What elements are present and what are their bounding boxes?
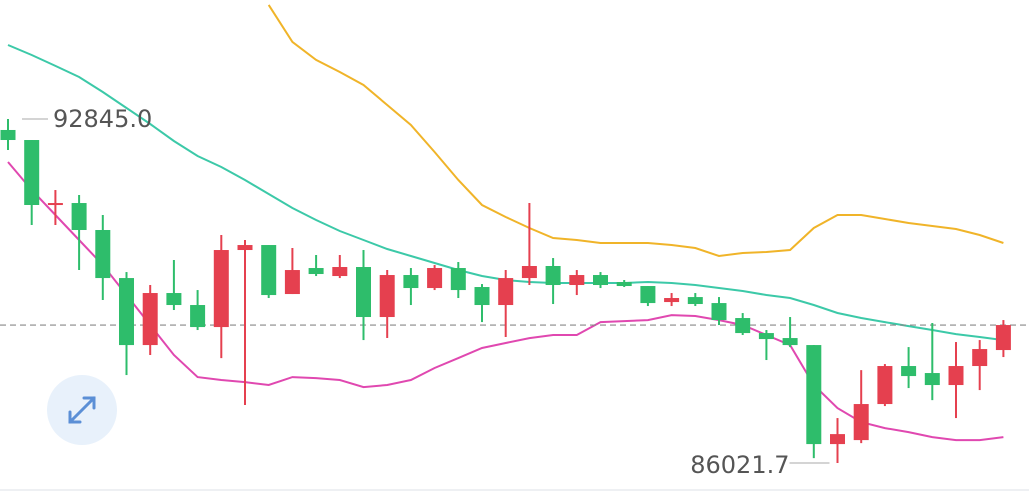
candle-body xyxy=(830,434,845,445)
candle-body xyxy=(498,278,514,306)
candle-body xyxy=(664,298,680,303)
candle-body xyxy=(356,267,371,318)
candle-body xyxy=(261,245,277,296)
annotation-label: 92845.0 xyxy=(53,105,152,133)
candle-body xyxy=(735,318,751,334)
zoom-icon[interactable] xyxy=(68,396,96,424)
candle-body xyxy=(47,203,63,206)
candle-body xyxy=(972,349,988,367)
candle-body xyxy=(190,305,206,328)
candle-body xyxy=(119,278,134,346)
candle-body xyxy=(924,373,940,386)
indicator-line xyxy=(267,4,1004,258)
candle-body xyxy=(474,287,490,306)
candle-body xyxy=(71,203,87,231)
candle-body xyxy=(284,270,300,295)
annotation-label: 86021.7 xyxy=(690,451,789,479)
candle-body xyxy=(640,286,656,304)
candle-body xyxy=(901,366,917,377)
candle-body xyxy=(403,275,419,289)
candle-body xyxy=(995,325,1011,351)
candle-body xyxy=(758,333,774,340)
candle-body xyxy=(142,293,158,346)
candle-body xyxy=(948,366,964,386)
candle-body xyxy=(877,366,893,405)
candle-body xyxy=(237,245,253,251)
candle-body xyxy=(853,404,869,441)
indicator-line xyxy=(7,161,1004,442)
candle-body xyxy=(0,129,16,141)
candle-body xyxy=(166,293,182,306)
candle-body xyxy=(569,275,585,286)
candle-body xyxy=(521,266,537,279)
candle-body xyxy=(711,303,727,321)
candle-body xyxy=(806,345,822,445)
candle-body xyxy=(687,297,703,305)
candle-body xyxy=(427,268,443,289)
candle-body xyxy=(450,268,466,291)
zoom-button[interactable] xyxy=(47,375,117,445)
candle-body xyxy=(332,267,348,277)
candle-body xyxy=(545,266,561,286)
candle-body xyxy=(213,250,229,328)
candle-body xyxy=(379,275,395,318)
plot: 92845.0 86021.7 xyxy=(0,4,1029,479)
candle-body xyxy=(593,275,608,286)
candle-body xyxy=(95,230,111,279)
candle-body xyxy=(308,268,324,275)
candle-body xyxy=(616,282,632,287)
candle-body xyxy=(24,140,40,205)
candle-body xyxy=(782,338,798,346)
